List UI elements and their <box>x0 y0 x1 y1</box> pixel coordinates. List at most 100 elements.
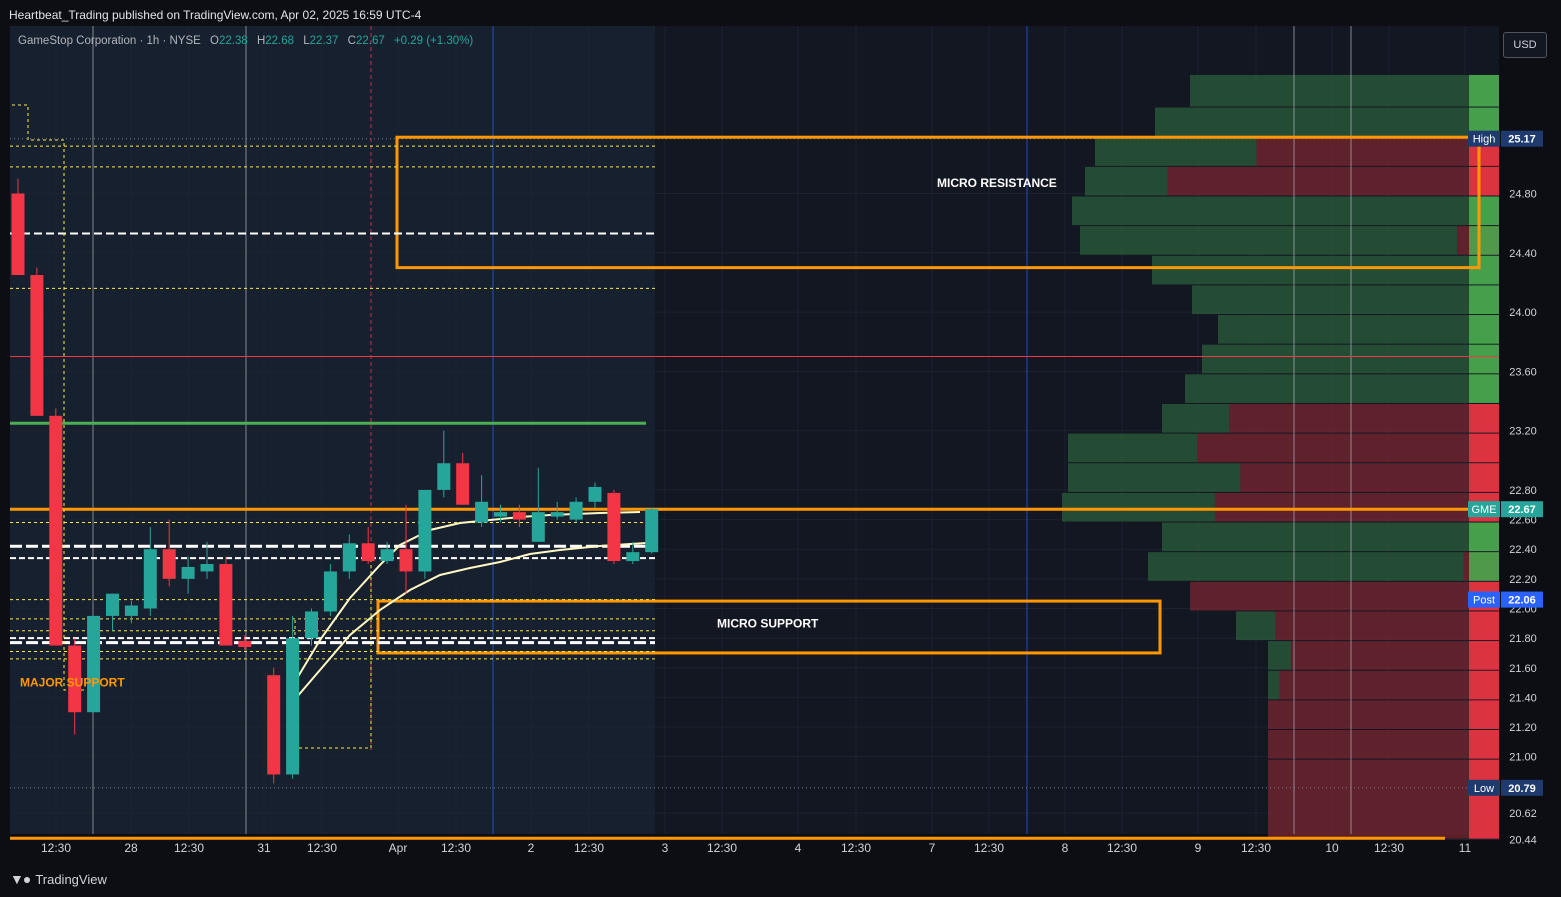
candle-body-3 <box>68 645 82 713</box>
y-tick-7: 22.40 <box>1509 544 1537 556</box>
session-lines <box>92 26 1352 834</box>
candlesticks <box>11 178 659 784</box>
x-tick-2: 12:30 <box>174 841 204 855</box>
vp-up-12 <box>1068 433 1198 463</box>
vp-down-21 <box>1268 700 1499 730</box>
vp-tail-18 <box>1469 611 1499 641</box>
x-tick-7: 2 <box>528 841 535 855</box>
y-tick-13: 21.20 <box>1509 722 1537 734</box>
time-axis[interactable]: 12:30 28 12:30 31 12:30 Apr 12:30 2 12:30 3 12:30 4… <box>41 841 1472 855</box>
low-value: 22.37 <box>309 35 339 47</box>
close-value: 22.67 <box>355 35 385 47</box>
footer-brand[interactable]: TradingView <box>35 871 107 887</box>
candle-body-7 <box>143 549 157 609</box>
candle-body-9 <box>181 566 195 579</box>
price-value-bg-3 <box>1501 779 1543 796</box>
candle-body-0 <box>11 193 25 276</box>
annotation-2: MAJOR SUPPORT <box>20 676 125 690</box>
vp-up-14 <box>1062 492 1215 522</box>
y-tick-16: 20.44 <box>1509 835 1537 847</box>
zone-micro-support <box>376 599 1162 655</box>
vp-down-3 <box>1167 166 1499 196</box>
y-tick-8: 22.20 <box>1509 574 1537 586</box>
candle-body-27 <box>531 512 545 542</box>
vp-tail-0 <box>1469 74 1499 107</box>
candle-body-17 <box>342 543 356 572</box>
symbol-legend: GameStop Corporation · 1h · NYSE O22.38 … <box>18 35 473 47</box>
vp-tail-7 <box>1469 285 1499 315</box>
vp-tail-22 <box>1469 730 1499 759</box>
vp-up-2 <box>1095 137 1257 166</box>
price-tag-bg-0 <box>1468 130 1500 147</box>
x-tick-15: 8 <box>1062 841 1069 855</box>
x-tick-4: 12:30 <box>307 841 337 855</box>
y-tick-15: 20.62 <box>1509 808 1537 820</box>
vp-up-20 <box>1268 670 1280 700</box>
price-tag-bg-2 <box>1468 591 1500 608</box>
vp-tail-6 <box>1469 255 1499 285</box>
x-tick-17: 9 <box>1195 841 1202 855</box>
vp-down-13 <box>1240 463 1499 492</box>
candle-body-19 <box>380 549 394 562</box>
vp-tail-19 <box>1469 641 1499 670</box>
vp-down-20 <box>1279 670 1499 700</box>
vp-tail-10 <box>1469 374 1499 403</box>
currency-button[interactable]: USD <box>1503 32 1547 58</box>
price-value-bg-0 <box>1501 130 1543 147</box>
zone-boxes <box>376 135 1481 655</box>
candle-body-4 <box>87 615 101 713</box>
vp-up-15 <box>1162 522 1499 552</box>
x-tick-6: 12:30 <box>441 841 471 855</box>
y-tick-11: 21.60 <box>1509 663 1537 675</box>
price-value-bg-2 <box>1501 591 1543 608</box>
vp-down-14 <box>1214 492 1499 522</box>
candle-body-2 <box>49 415 63 646</box>
tradingview-logo-icon: ▼● <box>10 871 31 887</box>
vp-down-22 <box>1268 730 1499 759</box>
low-label: L <box>303 35 310 47</box>
vp-tail-23 <box>1469 759 1499 839</box>
vp-up-3 <box>1085 166 1168 196</box>
publish-info: Heartbeat_Trading published on TradingVi… <box>9 8 422 22</box>
candle-body-6 <box>124 605 138 616</box>
x-tick-16: 12:30 <box>1107 841 1137 855</box>
vp-tail-20 <box>1469 670 1499 700</box>
vp-up-11 <box>1162 403 1230 433</box>
candle-body-12 <box>238 641 252 648</box>
y-tick-0: 24.80 <box>1509 189 1537 201</box>
footer: ▼● TradingView <box>10 871 107 887</box>
price-tag-bg-1 <box>1468 501 1500 518</box>
candle-body-5 <box>106 593 119 616</box>
x-tick-20: 12:30 <box>1374 841 1404 855</box>
vp-tail-4 <box>1469 196 1499 226</box>
vp-down-12 <box>1197 433 1499 463</box>
candle-body-8 <box>162 549 176 579</box>
price-value-3: 20.79 <box>1508 783 1536 795</box>
price-axis[interactable]: 24.80 24.40 24.00 23.60 23.20 22.80 22.60 22.40… <box>1509 189 1537 847</box>
vp-up-7 <box>1192 285 1499 315</box>
vp-tail-12 <box>1469 433 1499 463</box>
vp-up-19 <box>1268 641 1292 670</box>
y-tick-1: 24.40 <box>1509 248 1537 260</box>
dashed-levels <box>10 104 655 749</box>
x-tick-5: Apr <box>389 841 408 855</box>
candle-body-21 <box>418 489 432 572</box>
candle-body-13 <box>267 675 281 775</box>
vp-tail-5 <box>1469 226 1499 255</box>
price-tag-0: High <box>1473 134 1496 146</box>
vp-up-16 <box>1148 552 1464 581</box>
open-value: 22.38 <box>218 35 248 47</box>
candle-body-14 <box>286 638 300 775</box>
candle-body-33 <box>645 509 659 553</box>
vp-tail-15 <box>1469 522 1499 552</box>
symbol-name[interactable]: GameStop Corporation · 1h · NYSE <box>18 35 201 47</box>
vp-tail-21 <box>1469 700 1499 730</box>
session-highlight <box>10 26 655 834</box>
price-value-2: 22.06 <box>1508 595 1536 607</box>
price-value-bg-1 <box>1501 501 1543 518</box>
x-tick-19: 10 <box>1325 841 1339 855</box>
x-tick-12: 12:30 <box>841 841 871 855</box>
vp-up-8 <box>1218 315 1499 344</box>
candle-body-26 <box>512 512 526 520</box>
